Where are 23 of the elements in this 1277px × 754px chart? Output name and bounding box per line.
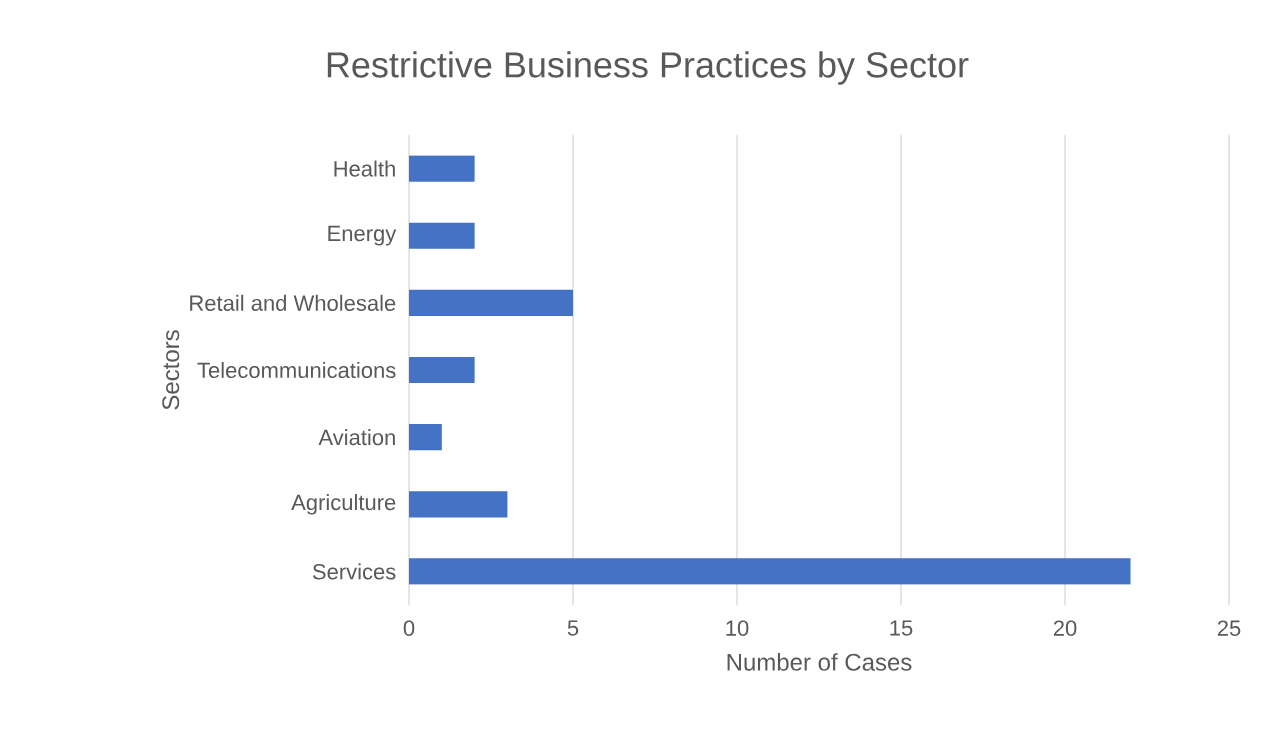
x-tick-label: 15 <box>890 620 913 636</box>
x-tick-label: 20 <box>1053 620 1077 636</box>
y-tick-label: Services <box>312 563 396 580</box>
bar <box>409 558 1131 585</box>
bar <box>409 356 475 384</box>
chart-title: Restrictive Business Practices by Sector <box>327 51 969 85</box>
x-tick-label: 25 <box>1217 620 1241 636</box>
bar <box>409 222 475 249</box>
x-tick-label: 5 <box>567 620 579 636</box>
bar <box>409 424 442 451</box>
y-tick-label: Energy <box>328 225 397 246</box>
y-tick-label: Telecommunications <box>197 361 396 379</box>
bar <box>409 289 574 316</box>
y-axis-title: Sectors <box>162 330 180 410</box>
bar <box>409 491 508 518</box>
x-tick-label: 0 <box>403 620 415 636</box>
y-tick-label: Aviation <box>318 429 395 446</box>
bar <box>409 155 475 182</box>
y-tick-label: Health <box>334 160 395 177</box>
y-tick-label: Retail and Wholesale <box>190 294 396 311</box>
x-axis-title: Number of Cases <box>727 653 912 671</box>
y-tick-label: Agriculture <box>291 494 396 515</box>
x-tick-label: 10 <box>726 620 749 636</box>
